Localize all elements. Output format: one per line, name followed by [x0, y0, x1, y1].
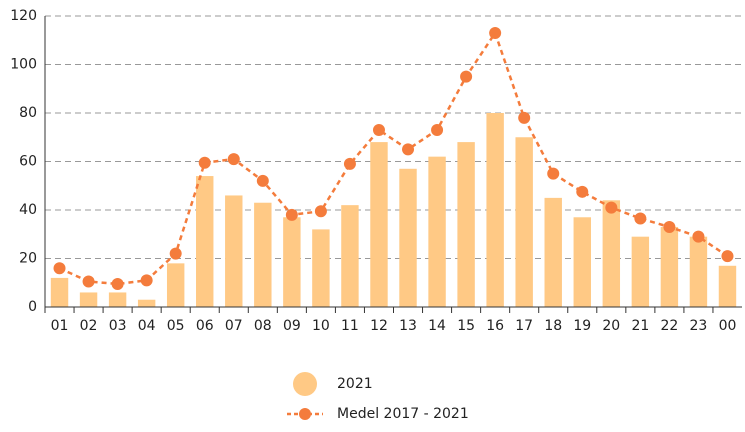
bar	[137, 299, 156, 307]
line-marker	[314, 205, 327, 218]
x-tick-label: 16	[486, 318, 504, 334]
bar	[399, 168, 417, 307]
x-tick-label: 07	[225, 318, 243, 334]
bar	[108, 292, 127, 307]
bar	[544, 197, 562, 307]
bar	[225, 195, 243, 307]
x-tick-label: 09	[283, 318, 301, 334]
bar	[196, 176, 214, 307]
bar	[602, 200, 621, 307]
bar	[515, 137, 533, 307]
line-marker	[169, 247, 182, 260]
legend-label: Medel 2017 - 2021	[337, 406, 469, 422]
bar	[79, 292, 98, 307]
bar	[689, 236, 708, 307]
y-tick-label: 40	[19, 202, 37, 218]
y-tick-label: 80	[19, 105, 37, 121]
line-marker	[663, 220, 676, 233]
bar	[166, 263, 185, 307]
x-tick-label: 20	[602, 318, 620, 334]
line-marker	[285, 208, 298, 221]
x-tick-label: 13	[399, 318, 417, 334]
bar	[573, 217, 591, 307]
line-marker	[402, 143, 415, 156]
x-tick-label: 23	[690, 318, 708, 334]
bar	[370, 142, 388, 307]
bar	[254, 202, 272, 307]
bar	[718, 265, 737, 307]
line-marker	[372, 123, 385, 136]
line-marker	[460, 70, 473, 83]
x-tick-label: 17	[515, 318, 533, 334]
line-marker	[53, 262, 66, 275]
x-tick-label: 19	[573, 318, 591, 334]
line-marker	[634, 212, 647, 225]
x-tick-label: 21	[631, 318, 649, 334]
line-marker	[343, 157, 356, 170]
x-tick-label: 02	[80, 318, 98, 334]
x-tick-label: 14	[428, 318, 446, 334]
bar	[428, 156, 446, 307]
line-marker	[82, 275, 95, 288]
x-tick-label: 12	[370, 318, 388, 334]
y-tick-label: 120	[10, 8, 37, 24]
y-tick-label: 20	[19, 251, 37, 267]
line-marker	[547, 167, 560, 180]
line-marker	[692, 230, 705, 243]
line-marker	[721, 250, 734, 263]
line-marker	[198, 156, 211, 169]
x-tick-label: 01	[51, 318, 69, 334]
x-tick-label: 05	[167, 318, 185, 334]
x-tick-label: 18	[544, 318, 562, 334]
x-tick-label: 04	[138, 318, 156, 334]
line-marker	[518, 111, 531, 124]
line-marker	[140, 274, 153, 287]
x-tick-label: 15	[457, 318, 475, 334]
line-marker	[431, 123, 444, 136]
bar	[631, 236, 650, 307]
bar	[457, 142, 475, 307]
line-marker	[256, 174, 269, 187]
line-marker	[576, 185, 589, 198]
bar	[50, 277, 69, 307]
x-tick-label: 00	[719, 318, 737, 334]
line	[58, 30, 729, 286]
legend-swatch	[299, 408, 311, 420]
y-tick-label: 100	[10, 57, 37, 73]
bar	[283, 217, 301, 307]
x-tick-label: 11	[341, 318, 359, 334]
x-tick-label: 08	[254, 318, 272, 334]
y-tick-label: 0	[28, 299, 37, 315]
bar	[312, 229, 330, 307]
x-tick-label: 10	[312, 318, 330, 334]
x-tick-label: 06	[196, 318, 214, 334]
line-marker	[489, 26, 502, 39]
legend-swatch	[293, 372, 317, 396]
bar	[660, 226, 679, 307]
x-tick-label: 22	[660, 318, 678, 334]
bar	[486, 113, 504, 307]
line-marker	[605, 201, 618, 214]
line-marker	[111, 277, 124, 290]
legend-label: 2021	[337, 376, 373, 392]
y-tick-label: 60	[19, 154, 37, 170]
x-tick-label: 03	[109, 318, 127, 334]
line-marker	[227, 153, 240, 166]
bar	[341, 205, 359, 307]
